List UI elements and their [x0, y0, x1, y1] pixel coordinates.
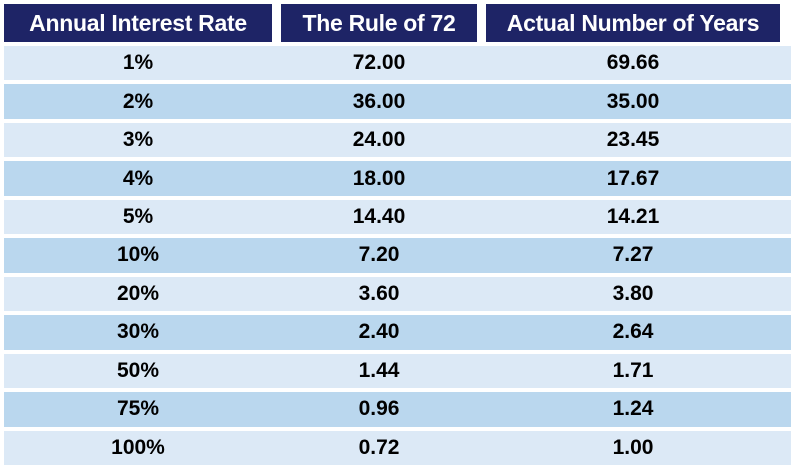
cell-actual-years: 2.64	[612, 320, 654, 344]
cell-rule-of-72: 24.00	[352, 128, 406, 152]
cell-interest-rate: 3%	[122, 128, 154, 152]
cell-interest-rate: 4%	[122, 166, 154, 190]
cell-interest-rate: 75%	[116, 397, 160, 421]
cell-interest-rate: 50%	[116, 358, 160, 382]
cell-actual-years: 1.24	[612, 397, 654, 421]
cell-actual-years: 3.80	[612, 281, 654, 305]
column-header-actual-number-of-years: Actual Number of Years	[486, 4, 780, 42]
table-row: 10% 7.20 7.27	[4, 238, 791, 273]
table-header-row: Annual Interest Rate The Rule of 72 Actu…	[4, 4, 780, 42]
cell-interest-rate: 30%	[116, 320, 160, 344]
cell-rule-of-72: 2.40	[358, 320, 400, 344]
table-row: 2% 36.00 35.00	[4, 84, 791, 119]
table-body: 1% 72.00 69.66 2% 36.00 35.00 3% 24.00 2…	[4, 46, 791, 465]
cell-actual-years: 23.45	[606, 128, 660, 152]
cell-actual-years: 17.67	[606, 166, 660, 190]
cell-rule-of-72: 3.60	[358, 281, 400, 305]
column-header-rule-of-72: The Rule of 72	[281, 4, 477, 42]
table-row: 100% 0.72 1.00	[4, 430, 791, 465]
table-row: 5% 14.40 14.21	[4, 199, 791, 235]
cell-interest-rate: 10%	[116, 243, 160, 267]
cell-rule-of-72: 18.00	[352, 166, 406, 190]
cell-rule-of-72: 0.96	[358, 397, 400, 421]
table-row: 30% 2.40 2.64	[4, 315, 791, 350]
table-row: 75% 0.96 1.24	[4, 392, 791, 427]
table-row: 20% 3.60 3.80	[4, 276, 791, 312]
cell-interest-rate: 5%	[122, 205, 154, 229]
cell-actual-years: 7.27	[612, 243, 654, 267]
cell-actual-years: 69.66	[606, 51, 660, 75]
cell-actual-years: 35.00	[606, 89, 660, 113]
cell-interest-rate: 100%	[111, 435, 165, 459]
table-row: 50% 1.44 1.71	[4, 353, 791, 389]
table-row: 3% 24.00 23.45	[4, 122, 791, 158]
cell-rule-of-72: 14.40	[352, 205, 406, 229]
cell-interest-rate: 1%	[122, 51, 154, 75]
table-row: 1% 72.00 69.66	[4, 46, 791, 81]
cell-actual-years: 1.71	[612, 358, 654, 382]
cell-rule-of-72: 1.44	[358, 358, 400, 382]
cell-rule-of-72: 7.20	[358, 243, 400, 267]
column-header-annual-interest-rate: Annual Interest Rate	[4, 4, 272, 42]
cell-rule-of-72: 72.00	[352, 51, 406, 75]
cell-interest-rate: 2%	[122, 89, 154, 113]
cell-actual-years: 14.21	[606, 205, 660, 229]
table-row: 4% 18.00 17.67	[4, 161, 791, 196]
cell-interest-rate: 20%	[116, 281, 160, 305]
cell-rule-of-72: 0.72	[358, 435, 400, 459]
cell-actual-years: 1.00	[612, 435, 654, 459]
cell-rule-of-72: 36.00	[352, 89, 406, 113]
